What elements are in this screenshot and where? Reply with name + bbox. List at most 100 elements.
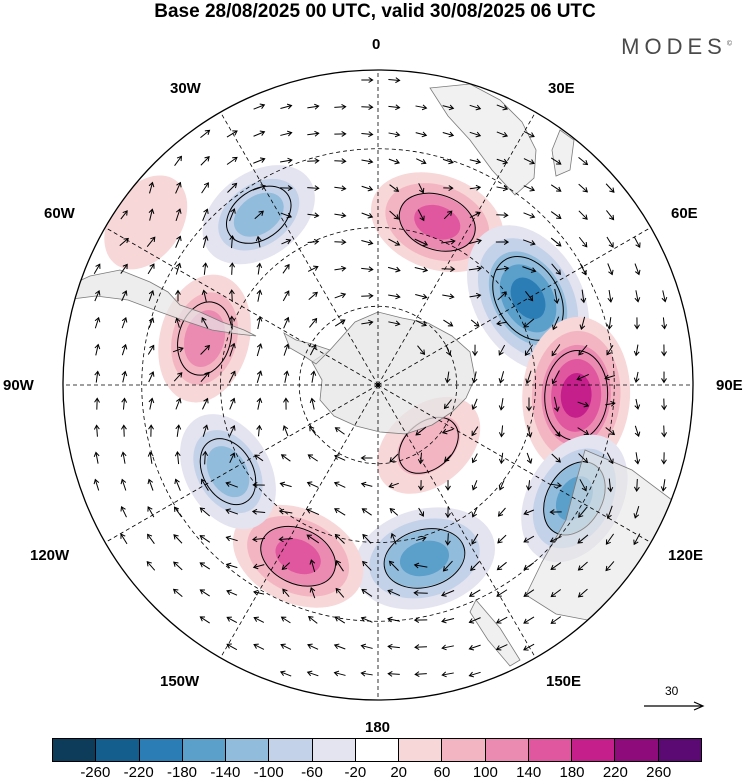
wind-arrow [387,589,401,597]
wind-arrow [229,424,236,437]
wind-arrow [362,533,372,544]
south-pole-marker [376,383,380,387]
wind-arrow [442,158,454,165]
lon-label-150w: 150W [160,673,200,690]
anomaly-contour-line [383,528,466,589]
colorbar-swatch [226,739,270,761]
wind-arrow [551,425,561,438]
wind-arrow [172,346,184,353]
colorbar [52,738,702,762]
wind-arrow [121,370,128,383]
wind-arrow [445,344,452,356]
wind-arrow [496,589,508,597]
wind-arrow [281,562,291,571]
wind-arrow [606,210,615,221]
wind-arrow [256,262,263,275]
wind-arrow [147,478,154,491]
wind-arrow [579,479,587,492]
africa-landmass [429,83,537,196]
wind-arrow [442,104,455,111]
wind-arrow [280,130,293,137]
wind-vectors [93,77,668,678]
wind-arrow [550,184,562,192]
meridian-line [220,384,379,658]
wind-arrow [661,344,667,357]
wind-arrow [551,370,560,385]
wind-arrow [523,318,535,328]
wind-arrow [442,560,453,572]
wind-arrow [254,454,264,462]
wind-arrow [279,670,292,677]
wind-arrow [202,424,209,437]
wind-arrow [523,616,535,624]
wind-arrow [334,103,347,110]
wind-arrow [441,238,456,245]
wind-arrow [278,508,293,515]
anomaly-contour-line [398,192,476,252]
wind-arrow [309,397,316,410]
wind-arrow [307,616,318,624]
wind-arrow [577,427,590,435]
wind-arrow [550,157,562,165]
wind-arrow [661,371,667,384]
wind-arrow [522,239,536,246]
wind-arrow [388,131,401,138]
wind-arrow [577,561,588,571]
wind-arrow [496,104,509,111]
wind-arrow [390,532,397,545]
wind-arrow [334,131,347,137]
wind-arrow [577,401,590,408]
wind-arrow [633,533,641,546]
wind-arrow [93,424,100,437]
meridian-line [377,227,651,386]
polar-map [62,69,694,701]
wind-arrow [550,589,562,598]
wind-arrow [307,103,320,110]
lon-label-60e: 60E [671,205,698,222]
colorbar-tick-label: -180 [166,764,198,781]
wind-arrow [309,317,318,328]
colorbar-swatch [96,739,140,761]
wind-arrow [334,292,347,299]
wind-arrow [94,343,101,356]
map-border [62,69,694,701]
wind-arrow [334,212,347,219]
wind-arrow [175,397,182,410]
wind-arrow [578,236,588,248]
wind-arrow [283,370,290,383]
wind-arrow [497,534,507,544]
wind-arrow [175,181,182,194]
wind-arrow [660,479,667,492]
latitude-circle [141,148,615,622]
wind-arrow [199,616,210,624]
wind-arrow [495,616,508,624]
wind-arrow [633,236,641,248]
wind-arrow [146,560,156,571]
wind-arrow [361,104,374,110]
wind-arrow [414,644,427,651]
lon-label-90w: 90W [3,377,34,394]
wind-arrow [282,263,290,274]
wind-arrow [415,320,427,327]
wind-arrow [442,131,455,138]
wind-arrow [226,130,238,138]
colorbar-swatch [615,739,659,761]
wind-arrow [119,237,129,246]
wind-arrow [306,670,319,677]
meridian-line [105,384,379,543]
wind-arrow [577,534,589,544]
wind-arrow [498,398,505,411]
wind-arrow [334,265,347,272]
wind-arrow [496,131,509,138]
colorbar-swatch [658,739,701,761]
antarctic-peninsula [283,332,331,365]
wind-arrow [498,371,505,384]
wind-arrow [148,371,155,383]
wind-arrow [388,293,401,300]
wind-arrow [225,535,238,542]
positive-anomaly [104,175,188,270]
wind-arrow [387,616,401,623]
wind-arrow [444,371,451,384]
wind-arrow [579,316,586,331]
wind-arrow [525,370,532,385]
